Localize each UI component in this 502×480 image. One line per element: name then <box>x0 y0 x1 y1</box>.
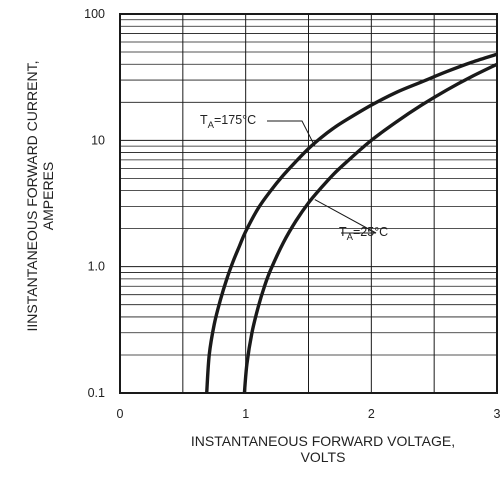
y-tick-label: 100 <box>84 7 105 21</box>
y-axis-title-line1: IINSTANTANEOUS FORWARD CURRENT, <box>24 61 40 332</box>
annotations: TA=175°CTA=25°C <box>200 113 388 243</box>
x-tick-label: 0 <box>117 407 124 421</box>
leader-line-25c <box>314 199 377 234</box>
series-label-rest: =175°C <box>214 113 256 127</box>
x-tick-label: 2 <box>368 407 375 421</box>
series-label-175c: TA=175°C <box>200 113 256 131</box>
series-label-subscript: A <box>208 120 215 131</box>
plot-frame <box>119 13 498 394</box>
leader-line-175c <box>267 120 316 147</box>
series-label-main: T <box>200 113 208 127</box>
x-axis-title-line1: INSTANTANEOUS FORWARD VOLTAGE, <box>191 433 455 449</box>
y-tick-label: 1.0 <box>88 260 105 274</box>
y-tick-label: 10 <box>91 133 105 147</box>
x-axis-title-line2: VOLTS <box>301 449 346 465</box>
series-label-main: T <box>339 225 347 239</box>
x-tick-label: 1 <box>242 407 249 421</box>
y-tick-label: 0.1 <box>88 386 105 400</box>
y-axis-title-line2: AMPERES <box>40 162 56 230</box>
series-label-rest: =25°C <box>353 225 388 239</box>
x-tick-label: 3 <box>494 407 501 421</box>
series-label-subscript: A <box>347 232 354 243</box>
series-label-25c: TA=25°C <box>339 225 388 243</box>
series-line-25c <box>242 62 498 394</box>
tick-labels: 0 1 2 3 0.1 1.0 10 100 <box>84 7 500 421</box>
curves <box>205 52 498 394</box>
series-line-175c <box>205 52 498 394</box>
